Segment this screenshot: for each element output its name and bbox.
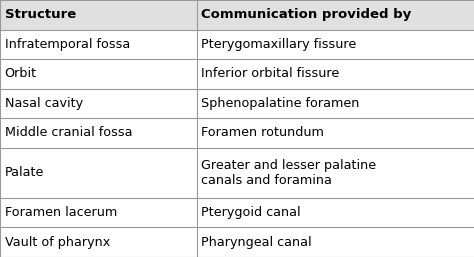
Text: Pterygomaxillary fissure: Pterygomaxillary fissure <box>201 38 357 51</box>
Bar <box>0 227 474 257</box>
Text: Sphenopalatine foramen: Sphenopalatine foramen <box>201 97 360 110</box>
Text: Foramen rotundum: Foramen rotundum <box>201 126 324 140</box>
Text: Palate: Palate <box>5 166 44 179</box>
Text: Pharyngeal canal: Pharyngeal canal <box>201 236 312 249</box>
Text: Orbit: Orbit <box>5 67 37 80</box>
Text: Middle cranial fossa: Middle cranial fossa <box>5 126 132 140</box>
Bar <box>0 118 474 148</box>
Text: Pterygoid canal: Pterygoid canal <box>201 206 301 219</box>
Text: Communication provided by: Communication provided by <box>201 8 412 21</box>
Bar <box>0 59 474 89</box>
Text: Vault of pharynx: Vault of pharynx <box>5 236 110 249</box>
Bar <box>0 198 474 227</box>
Bar <box>0 89 474 118</box>
Bar <box>0 148 474 198</box>
Text: Greater and lesser palatine
canals and foramina: Greater and lesser palatine canals and f… <box>201 159 376 187</box>
Text: Infratemporal fossa: Infratemporal fossa <box>5 38 130 51</box>
Text: Foramen lacerum: Foramen lacerum <box>5 206 117 219</box>
Bar <box>0 30 474 59</box>
Text: Inferior orbital fissure: Inferior orbital fissure <box>201 67 340 80</box>
Text: Nasal cavity: Nasal cavity <box>5 97 83 110</box>
Bar <box>0 0 474 30</box>
Text: Structure: Structure <box>5 8 76 21</box>
